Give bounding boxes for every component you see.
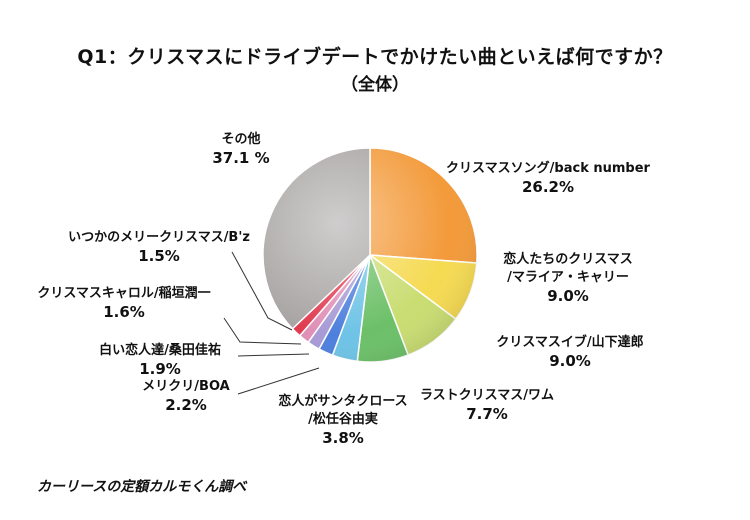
slice-percent-label: 3.8% (322, 429, 364, 447)
slice-percent-label: 9.0% (549, 352, 591, 370)
chart-title: Q1：クリスマスにドライブデートでかけたい曲といえば何ですか？ (77, 46, 673, 68)
slice-percent-label: 7.7% (466, 405, 508, 423)
slice-label: クリスマスイブ/山下達郎 (496, 334, 643, 350)
leader-line (223, 317, 302, 345)
slice-percent-label: 9.0% (547, 287, 589, 305)
chart-subtitle: （全体） (341, 75, 409, 95)
slice-percent-label: 2.2% (165, 396, 207, 414)
slice-label: /マライア・キャリー (507, 270, 629, 285)
slice-percent-label: 37.1 % (212, 149, 269, 167)
slice-percent-label: 1.9% (139, 360, 181, 378)
slice-label: 白い恋人達/桑田佳祐 (99, 342, 221, 358)
leader-line (237, 367, 320, 395)
slice-label: /松任谷由実 (308, 411, 378, 427)
slice-label: クリスマスソング/back number (446, 160, 650, 176)
leader-line (237, 353, 310, 357)
slice-label: ラストクリスマス/ワム (420, 388, 554, 403)
slice-percent-label: 1.6% (103, 303, 145, 321)
slice-label: 恋人たちのクリスマス (503, 251, 633, 267)
slice-percent-label: 1.5% (138, 247, 180, 265)
slice-label: その他 (221, 131, 260, 147)
slice-label: 恋人がサンタクロース (278, 393, 407, 409)
source-note: カーリースの定額カルモくん調べ (37, 479, 247, 495)
slice-label: いつかのメリークリスマス/B'z (68, 230, 250, 245)
leader-line (231, 251, 293, 331)
slice-label: クリスマスキャロル/稲垣潤一 (37, 285, 210, 301)
slice-percent-label: 26.2% (522, 178, 574, 196)
slice-label: メリクリ/BOA (142, 379, 229, 394)
